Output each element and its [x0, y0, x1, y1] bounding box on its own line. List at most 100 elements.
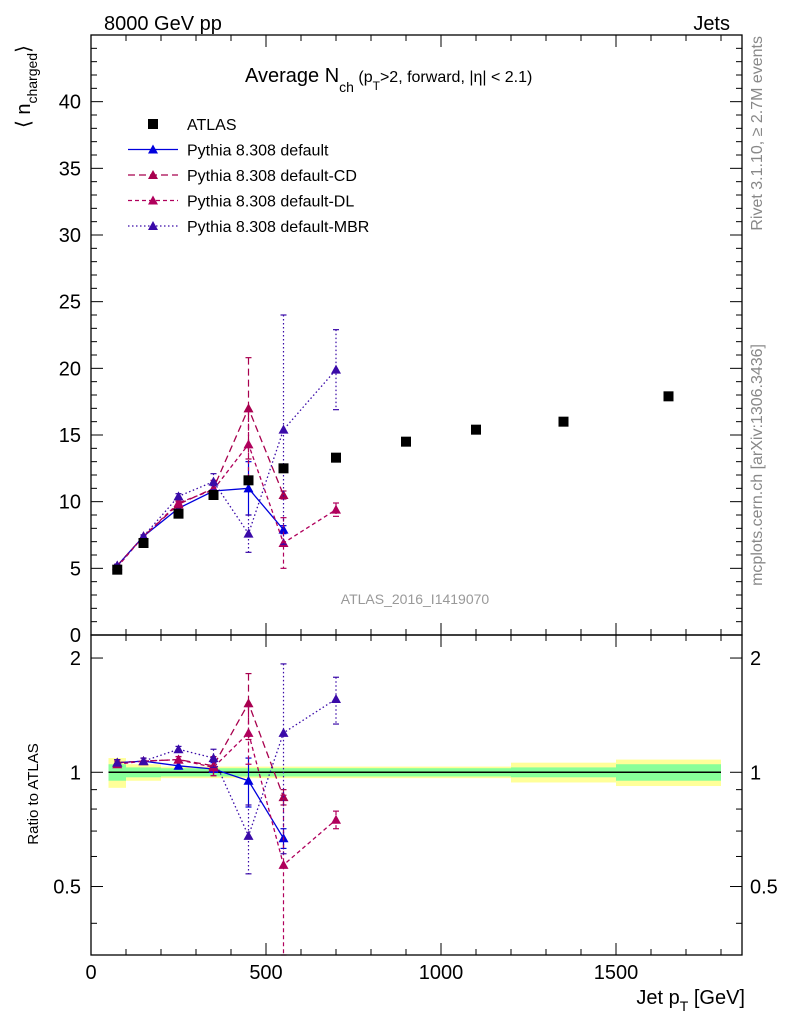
- data-point: [208, 490, 219, 500]
- series-default: [112, 461, 289, 570]
- data-point: [558, 416, 569, 427]
- legend-entry-atlas: ATLAS: [148, 117, 237, 134]
- legend-label: Pythia 8.308 default-MBR: [187, 219, 369, 236]
- legend-label: ATLAS: [187, 117, 237, 134]
- ratio-point: [331, 693, 341, 703]
- legend-entry-cd: Pythia 8.308 default-CD: [128, 168, 357, 185]
- title-main: Average N: [245, 65, 339, 87]
- ratio-frame: [90, 634, 743, 956]
- ratio-series-line: [117, 701, 285, 798]
- ratio-point: [173, 760, 184, 770]
- y-axis-label-sub: charged: [24, 53, 40, 104]
- data-point: [243, 483, 254, 493]
- x-tick-label: 500: [249, 962, 282, 984]
- ratio-tick-label-right: 2: [750, 648, 761, 670]
- title-rest-a: (p: [354, 69, 373, 86]
- data-point: [173, 508, 184, 519]
- series-line: [116, 442, 337, 568]
- x-axis-label: Jet pT [GeV]: [636, 987, 745, 1014]
- ratio-series-cd: [112, 672, 289, 806]
- title-rest-b: >2, forward, |η| < 2.1): [380, 69, 532, 86]
- legend: ATLAS Pythia 8.308 default Pythia 8.308 de…: [128, 117, 369, 236]
- ratio-point: [173, 754, 184, 764]
- y-tick-label: 30: [59, 225, 81, 247]
- legend-marker: [148, 195, 158, 205]
- ratio-point: [138, 756, 149, 766]
- legend-entry-dl: Pythia 8.308 default-DL: [128, 194, 354, 211]
- ratio-point: [243, 727, 254, 737]
- header-right: Jets: [693, 13, 730, 35]
- x-axis-label-sub: T: [680, 998, 689, 1014]
- legend-label: Pythia 8.308 default-DL: [187, 194, 354, 211]
- legend-entry-mbr: Pythia 8.308 default-MBR: [128, 219, 369, 236]
- legend-marker: [148, 119, 158, 129]
- chart-title: Average Nch (pT>2, forward, |η| < 2.1): [245, 65, 532, 95]
- ratio-series-dl: [112, 705, 341, 956]
- data-point: [208, 476, 219, 486]
- series-line: [116, 487, 284, 567]
- legend-marker: [148, 170, 158, 179]
- ratio-point: [278, 859, 289, 869]
- title-sub: ch: [339, 79, 354, 95]
- data-point: [243, 475, 254, 486]
- series-cd: [112, 357, 289, 570]
- ratio-plot: [112, 663, 341, 956]
- data-point: [243, 403, 254, 413]
- data-point: [401, 436, 411, 447]
- data-point: [331, 504, 341, 514]
- y-tick-label: 20: [59, 358, 81, 380]
- y-tick-label: 5: [70, 558, 81, 580]
- ratio-point: [278, 727, 289, 737]
- y-tick-label: 10: [59, 492, 81, 514]
- ratio-point: [112, 757, 123, 767]
- x-tick-label: 1500: [594, 962, 639, 984]
- ratio-point: [243, 830, 254, 840]
- data-point: [138, 538, 149, 548]
- y-axis-label-open: ⟨ n: [13, 104, 35, 128]
- data-point: [331, 364, 341, 374]
- legend-entry-default: Pythia 8.308 default: [128, 143, 329, 160]
- x-axis-label-main: Jet p: [636, 987, 679, 1009]
- data-point: [173, 498, 184, 507]
- header-left: 8000 GeV pp: [104, 13, 222, 35]
- y-tick-label: 40: [59, 92, 81, 114]
- data-point: [243, 439, 254, 449]
- series-line: [116, 369, 337, 567]
- main-plot: [112, 314, 674, 575]
- data-point: [331, 452, 341, 463]
- y-tick-label: 15: [59, 425, 81, 447]
- ratio-point: [173, 744, 184, 754]
- analysis-watermark: ATLAS_2016_I1419070: [341, 591, 490, 607]
- ratio-tick-label-right: 1: [750, 762, 761, 784]
- ratio-tick-label: 1: [70, 762, 81, 784]
- axes: 0 500 1000 1500 0 5 10 15 20 25 30 35 40 0.5 0.5 1 1 2 2: [53, 34, 778, 984]
- side-rivet-label: Rivet 3.1.10, ≥ 2.7M events: [749, 36, 766, 231]
- y-tick-label: 0: [70, 625, 81, 647]
- y-tick-label: 25: [59, 292, 81, 314]
- data-point: [278, 524, 289, 534]
- ratio-series-mbr: [112, 663, 341, 875]
- ratio-series-line: [117, 731, 337, 867]
- data-point: [278, 424, 289, 434]
- y-axis-label-close: ⟩: [13, 45, 35, 53]
- y-axis-label: ⟨ ncharged⟩: [13, 45, 40, 128]
- x-axis-label-unit: [GeV]: [688, 987, 745, 1009]
- data-point: [112, 564, 123, 575]
- ratio-tick-label: 2: [70, 648, 81, 670]
- title-rest-sub: T: [373, 79, 381, 93]
- series-mbr: [112, 314, 341, 570]
- data-point: [663, 391, 674, 402]
- data-point: [278, 490, 289, 499]
- ratio-point: [208, 753, 219, 763]
- ratio-point: [331, 814, 341, 824]
- legend-marker: [148, 144, 158, 154]
- ratio-y-axis-label: Ratio to ATLAS: [25, 743, 42, 844]
- data-point: [173, 491, 184, 501]
- legend-label: Pythia 8.308 default: [187, 143, 329, 160]
- side-mcplots-label: mcplots.cern.ch [arXiv:1306.3436]: [749, 344, 766, 586]
- data-point: [471, 424, 481, 435]
- data-point: [278, 463, 289, 474]
- x-tick-label: 0: [85, 962, 96, 984]
- data-point: [243, 528, 254, 538]
